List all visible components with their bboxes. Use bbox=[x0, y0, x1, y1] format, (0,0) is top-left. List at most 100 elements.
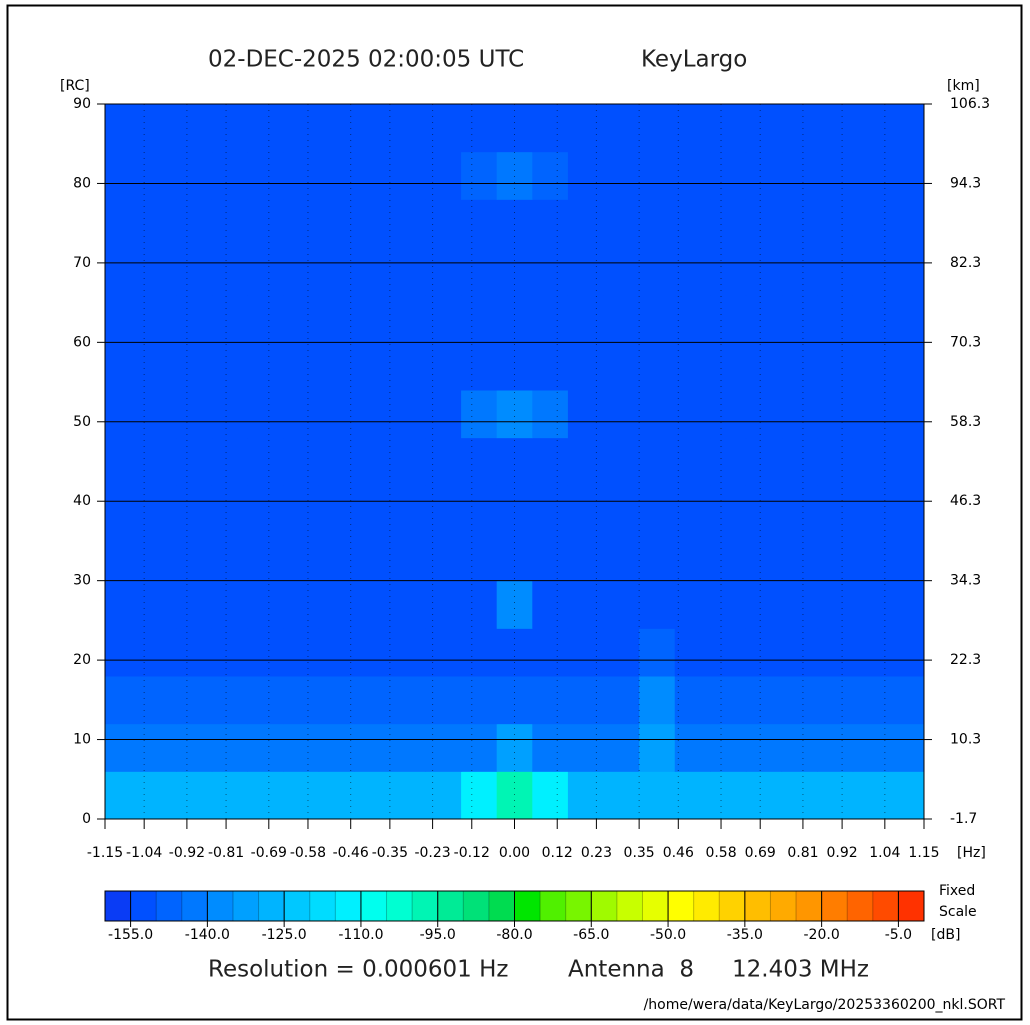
x-tick-label: 0.81 bbox=[787, 845, 818, 861]
heatmap-cell bbox=[888, 390, 925, 439]
heatmap-cell bbox=[745, 580, 783, 629]
heatmap-cell bbox=[176, 390, 213, 439]
heatmap-cell bbox=[603, 390, 640, 439]
heatmap-cell bbox=[603, 151, 640, 200]
heatmap-cell bbox=[639, 247, 676, 296]
heatmap-cell bbox=[354, 723, 391, 772]
heatmap-cell bbox=[140, 628, 177, 677]
heatmap-cell bbox=[283, 294, 320, 343]
heatmap-cell bbox=[105, 390, 142, 439]
colorbar-tick-label: -140.0 bbox=[185, 927, 230, 943]
y2-tick-label: 22.3 bbox=[950, 652, 981, 668]
colorbar-segment bbox=[232, 891, 260, 921]
heatmap-cell bbox=[781, 485, 818, 534]
colorbar-segment bbox=[437, 891, 464, 921]
heatmap-cell bbox=[817, 199, 854, 248]
heatmap-cell bbox=[674, 104, 711, 153]
colorbar-tick-label: -20.0 bbox=[804, 927, 840, 943]
heatmap-cell bbox=[283, 628, 320, 677]
heatmap-cell bbox=[247, 199, 284, 248]
heatmap-cell bbox=[140, 247, 177, 296]
colorbar-title: Fixed bbox=[939, 883, 975, 899]
heatmap-cell bbox=[603, 104, 640, 153]
y2-axis-label: [km] bbox=[947, 78, 980, 94]
y2-tick-label: 58.3 bbox=[950, 414, 981, 430]
heatmap-cell bbox=[888, 580, 925, 629]
heatmap-cell bbox=[603, 533, 640, 582]
heatmap-cell bbox=[461, 533, 498, 582]
heatmap-cell bbox=[710, 580, 747, 629]
heatmap-cell bbox=[140, 771, 177, 820]
heatmap-cell bbox=[745, 723, 783, 772]
heatmap-cell bbox=[105, 199, 142, 248]
colorbar-segment bbox=[821, 891, 848, 921]
colorbar-segment bbox=[105, 891, 132, 921]
heatmap-cell bbox=[817, 676, 854, 725]
colorbar-segment bbox=[335, 891, 362, 921]
heatmap-cell bbox=[781, 199, 818, 248]
heatmap-cell bbox=[176, 580, 213, 629]
heatmap-cell bbox=[140, 151, 177, 200]
heatmap-cell bbox=[247, 247, 284, 296]
heatmap-cell bbox=[674, 580, 711, 629]
heatmap-cell bbox=[354, 628, 391, 677]
x-tick-label: -0.69 bbox=[251, 845, 287, 861]
heatmap-cell bbox=[318, 437, 355, 486]
heatmap-cell bbox=[888, 485, 925, 534]
heatmap-cell bbox=[425, 485, 462, 534]
colorbar-tick-label: -95.0 bbox=[420, 927, 456, 943]
heatmap-cell bbox=[817, 390, 854, 439]
heatmap-cell bbox=[247, 580, 284, 629]
heatmap-cell bbox=[567, 390, 605, 439]
colorbar-border bbox=[104, 890, 925, 922]
frequency: 12.403 MHz bbox=[732, 957, 869, 983]
x-tick-label: -1.04 bbox=[126, 845, 162, 861]
heatmap-cell bbox=[425, 247, 462, 296]
heatmap-cell bbox=[176, 151, 213, 200]
heatmap-cell bbox=[817, 247, 854, 296]
colorbar-subtitle: Scale bbox=[939, 904, 977, 920]
heatmap-cell bbox=[639, 485, 676, 534]
heatmap-cell bbox=[745, 771, 783, 820]
heatmap-cell bbox=[781, 676, 818, 725]
colorbar-segment bbox=[744, 891, 771, 921]
heatmap-cell bbox=[318, 485, 355, 534]
heatmap-cell bbox=[817, 628, 854, 677]
heatmap-cell bbox=[532, 485, 569, 534]
heatmap-cell bbox=[781, 771, 818, 820]
x-tick-label: -0.23 bbox=[414, 845, 450, 861]
colorbar-segment bbox=[540, 891, 567, 921]
heatmap-cell bbox=[176, 771, 213, 820]
heatmap-cell bbox=[140, 294, 177, 343]
heatmap-cell bbox=[745, 151, 783, 200]
heatmap-cell bbox=[211, 199, 248, 248]
heatmap-cell bbox=[140, 533, 177, 582]
heatmap-cell bbox=[354, 390, 391, 439]
heatmap-cell bbox=[283, 390, 320, 439]
y-tick-label: 60 bbox=[73, 334, 91, 350]
heatmap-cell bbox=[425, 628, 462, 677]
heatmap-cell bbox=[745, 533, 783, 582]
heatmap-cell bbox=[354, 533, 391, 582]
heatmap-cell bbox=[318, 390, 355, 439]
heatmap-cell bbox=[567, 485, 605, 534]
heatmap-cell bbox=[425, 437, 462, 486]
colorbar-segment bbox=[898, 891, 925, 921]
heatmap-cell bbox=[140, 676, 177, 725]
heatmap-cell bbox=[817, 723, 854, 772]
heatmap-cell bbox=[461, 723, 498, 772]
heatmap-cell bbox=[603, 723, 640, 772]
heatmap-cell bbox=[247, 533, 284, 582]
heatmap-cell bbox=[852, 199, 889, 248]
heatmap-cell bbox=[532, 151, 569, 200]
colorbar-segment bbox=[207, 891, 234, 921]
heatmap-cell bbox=[532, 437, 569, 486]
heatmap-cell bbox=[567, 294, 605, 343]
heatmap-cell bbox=[496, 294, 533, 343]
heatmap-cell bbox=[745, 342, 783, 391]
heatmap-cell bbox=[211, 294, 248, 343]
colorbar-segment bbox=[770, 891, 797, 921]
x-tick-label: 0.69 bbox=[745, 845, 776, 861]
x-tick-label: -0.58 bbox=[290, 845, 326, 861]
heatmap-cell bbox=[389, 342, 426, 391]
